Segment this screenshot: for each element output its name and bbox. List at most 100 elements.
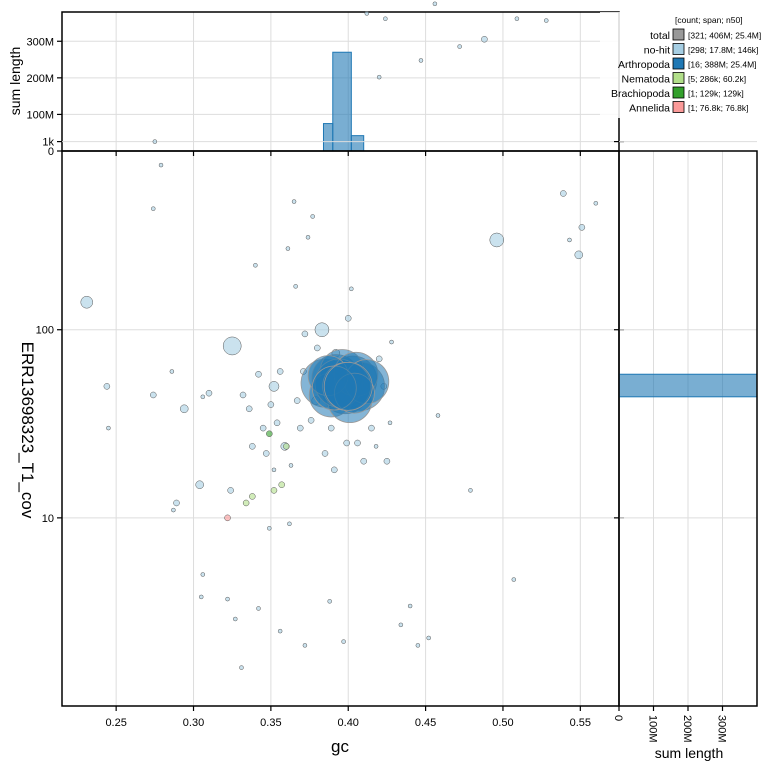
scatter-point-no-hit [514, 16, 520, 21]
scatter-point-no-hit [314, 344, 321, 352]
scatter-x-tick-label: 0.35 [260, 717, 281, 729]
gc-histogram-bar [350, 135, 365, 152]
scatter-point-no-hit [287, 521, 292, 527]
scatter-grid [62, 141, 619, 706]
scatter-point-no-hit [310, 214, 315, 219]
gc-histogram-y-tick-label: 100M [26, 109, 54, 121]
legend-stats: [1; 129k; 129k] [688, 89, 744, 99]
legend-label: Arthropoda [618, 59, 670, 71]
cov-histogram-x-tick-label: 100M [647, 715, 659, 743]
scatter-point-no-hit [578, 224, 586, 231]
scatter-point-no-hit [293, 284, 298, 289]
scatter-point-no-hit [407, 603, 413, 609]
scatter-point-no-hit [255, 370, 262, 378]
scatter-point-brachiopoda [266, 430, 273, 437]
scatter-point-nematoda [249, 493, 256, 500]
scatter-point-no-hit [103, 383, 111, 390]
gc-histogram-bar [322, 123, 334, 152]
scatter-point-no-hit [305, 235, 311, 240]
scatter-point-no-hit [253, 263, 258, 268]
scatter-point-annelida [224, 514, 231, 522]
scatter-point-no-hit [150, 391, 157, 399]
scatter-point-no-hit [327, 599, 332, 604]
scatter-y-tick-label: 1k [42, 137, 54, 149]
scatter-frame [61, 150, 620, 707]
scatter-point-no-hit [200, 572, 206, 577]
scatter-point-no-hit [418, 58, 424, 63]
scatter-point-no-hit [389, 339, 394, 345]
legend-swatch [672, 72, 685, 84]
scatter-point-no-hit [364, 11, 370, 16]
scatter-point-arthropoda [323, 361, 373, 411]
scatter-y-label: ERR13698323_T1_cov [18, 342, 37, 519]
scatter-x-label: gc [331, 737, 349, 756]
scatter-point-no-hit [344, 315, 352, 322]
scatter-point-no-hit [383, 457, 391, 465]
scatter-y-ticks: 10 100 1k [36, 137, 624, 525]
scatter-point-no-hit [426, 635, 431, 641]
scatter-point-no-hit [297, 424, 304, 432]
scatter-point-no-hit [432, 1, 438, 7]
cov-histogram-x-tick-label: 300M [716, 715, 728, 743]
scatter-point-no-hit [293, 397, 301, 404]
cov-histogram-x-tick-label: 0 [612, 715, 624, 721]
scatter-point-no-hit [256, 606, 261, 611]
scatter-point-no-hit [481, 35, 488, 43]
scatter-point-no-hit [233, 616, 238, 622]
scatter-point-no-hit [239, 391, 247, 399]
gc-histogram-y-tick-label: 300M [26, 36, 54, 48]
scatter-x-tick-label: 0.30 [183, 717, 204, 729]
scatter-point-no-hit [383, 16, 388, 21]
scatter-point-no-hit [288, 463, 294, 468]
scatter-point-no-hit [307, 417, 315, 424]
scatter-point-no-hit [271, 467, 277, 473]
scatter-point-no-hit [222, 336, 242, 356]
scatter-x-tick-label: 0.50 [492, 717, 513, 729]
gc-histogram-bar [332, 51, 352, 152]
scatter-point-no-hit [567, 237, 572, 243]
legend-entries: total [321; 406M; 25.4M] no-hit [298; 17.8M… [611, 28, 761, 115]
scatter-x-tick-label: 0.45 [415, 717, 436, 729]
scatter-point-no-hit [276, 368, 284, 375]
scatter-point-no-hit [544, 18, 549, 23]
scatter-point-no-hit [173, 499, 180, 507]
legend-stats: [5; 286k; 60.2k] [688, 74, 746, 84]
scatter-point-no-hit [321, 450, 329, 457]
scatter-point-no-hit [158, 162, 164, 168]
cov-histogram-bars [618, 373, 758, 398]
scatter-x-tick-label: 0.40 [338, 717, 359, 729]
scatter-point-no-hit [268, 381, 280, 392]
scatter-point-no-hit [285, 246, 291, 251]
scatter-point-no-hit [249, 443, 256, 450]
legend-swatch [672, 86, 685, 99]
cov-histogram-x-tick-label: 200M [681, 715, 693, 743]
scatter-y-tick-label: 10 [42, 513, 54, 525]
scatter-point-no-hit [291, 199, 297, 204]
scatter-point-no-hit [267, 401, 275, 408]
cov-histogram-x-ticks: 0 100M 200M 300M [612, 706, 728, 743]
scatter-point-no-hit [179, 404, 189, 414]
scatter-y-tick-label: 100 [36, 325, 54, 337]
scatter-point-nematoda [242, 499, 250, 507]
legend-stats: [298; 17.8M; 146k] [688, 45, 758, 55]
gc-histogram-y-tick-label: 200M [26, 73, 54, 85]
scatter-point-no-hit [368, 424, 375, 432]
gc-histogram-panel: 0 100M 200M 300M sum length [7, 11, 620, 158]
scatter-point-no-hit [314, 322, 330, 337]
cov-histogram-panel: 0 100M 200M 300M sum length [612, 141, 758, 761]
gc-histogram-bars [322, 51, 365, 152]
scatter-point-no-hit [435, 413, 441, 418]
cov-histogram-x-label: sum length [655, 745, 723, 761]
scatter-point-no-hit [415, 643, 421, 648]
scatter-point-no-hit [239, 665, 244, 670]
scatter-point-no-hit [341, 639, 346, 644]
scatter-point-no-hit [277, 628, 283, 634]
legend-label: no-hit [644, 45, 670, 57]
legend-header: [count; span; n50] [675, 15, 743, 25]
scatter-point-no-hit [373, 444, 379, 449]
scatter-x-tick-label: 0.25 [105, 717, 126, 729]
legend-label: total [650, 30, 670, 42]
scatter-point-no-hit [360, 457, 367, 465]
scatter-point-no-hit [343, 439, 350, 447]
